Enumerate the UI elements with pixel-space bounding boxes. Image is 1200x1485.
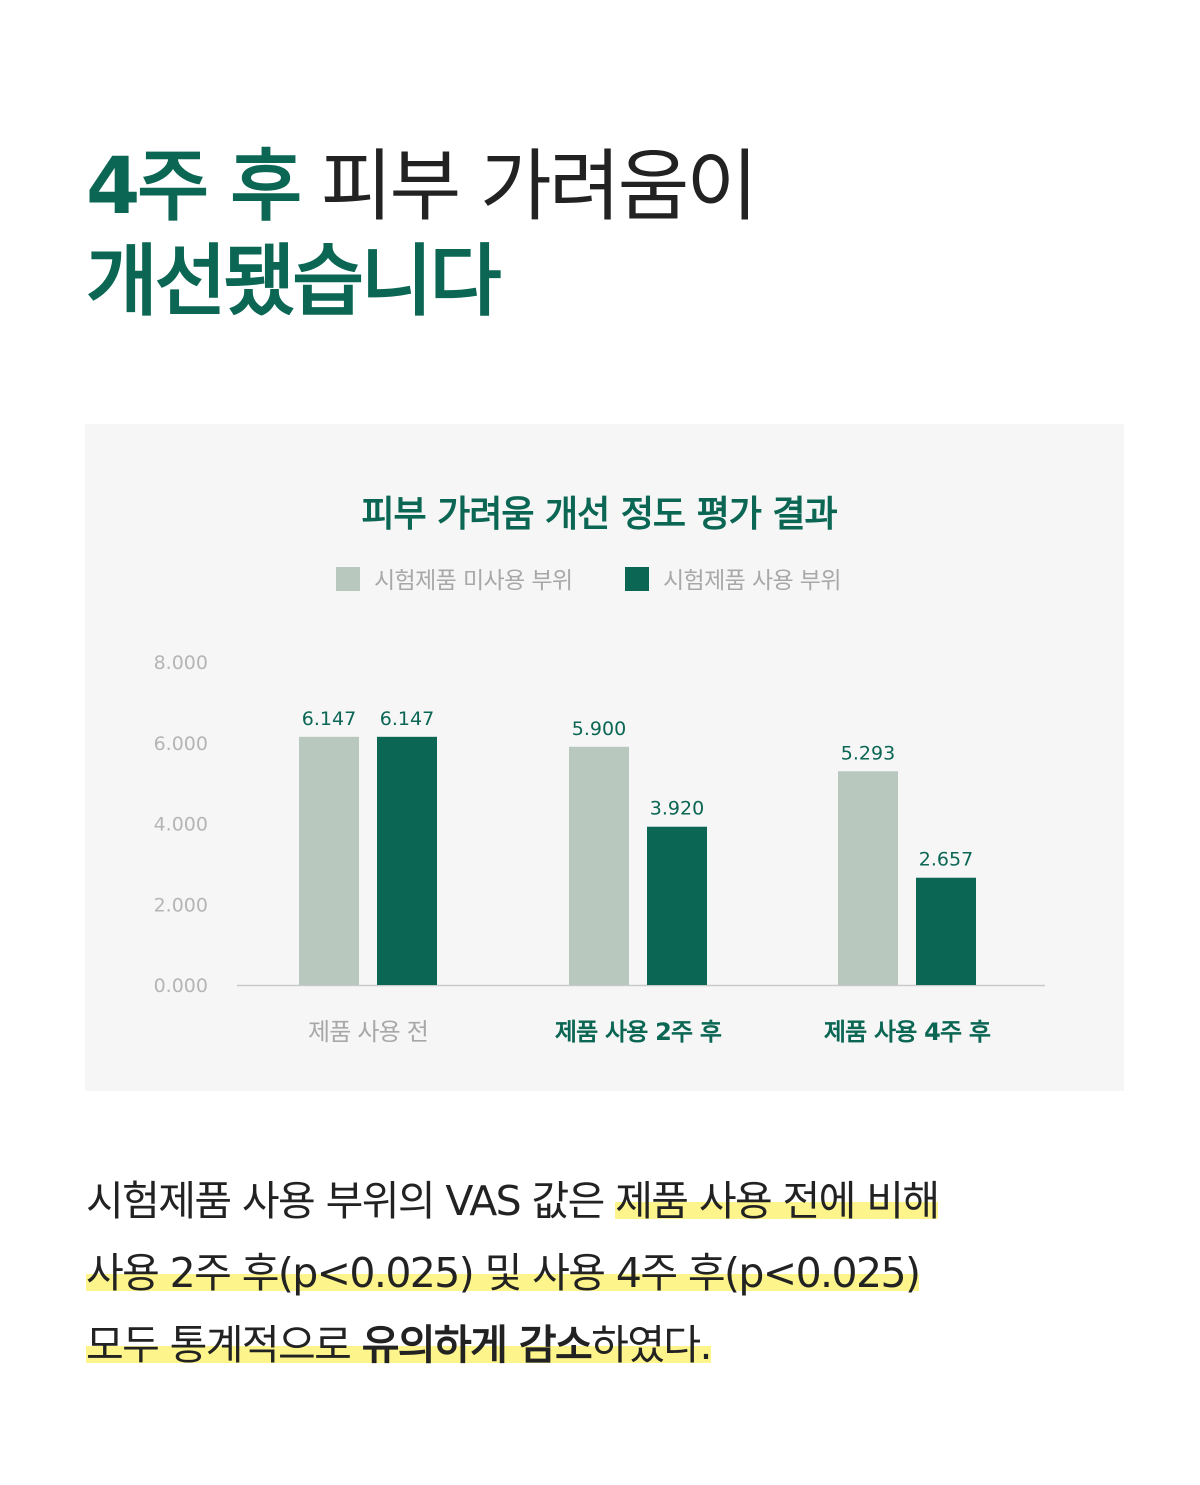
bar-1-2 — [569, 746, 629, 985]
data-label: 5.900 — [572, 718, 626, 740]
data-label: 5.293 — [841, 742, 895, 764]
x-category-label: 제품 사용 2주 후 — [555, 1018, 722, 1046]
headline: 4주 후 피부 가려움이 개선됐습니다 — [86, 140, 758, 330]
y-tick-label: 2.000 — [154, 894, 208, 916]
data-label: 6.147 — [302, 708, 356, 730]
headline-rest: 피부 가려움이 — [298, 142, 758, 232]
headline-accent-improved: 개선됐습니다 — [86, 237, 502, 327]
bar-2-2 — [647, 826, 707, 985]
data-label: 6.147 — [380, 708, 434, 730]
legend-swatch-1 — [336, 567, 360, 591]
bar-2-1 — [377, 736, 437, 985]
chart-title: 피부 가려움 개선 정도 평가 결과 — [361, 494, 837, 535]
data-label: 2.657 — [919, 849, 973, 871]
y-tick-label: 6.000 — [154, 733, 208, 755]
summary-segment-4: 모두 통계적으로 — [86, 1321, 362, 1369]
summary-highlight-2: 사용 2주 후(p<0.025) 및 사용 4주 후(p<0.025) — [86, 1249, 921, 1297]
bar-1-3 — [838, 771, 898, 985]
legend-label-1: 시험제품 미사용 부위 — [374, 568, 572, 594]
y-tick-label: 0.000 — [154, 975, 208, 997]
bar-1-1 — [299, 736, 359, 985]
legend-label-2: 시험제품 사용 부위 — [663, 568, 841, 594]
summary-highlight-1: 제품 사용 전에 비해 — [615, 1177, 940, 1225]
x-category-label: 제품 사용 전 — [308, 1018, 428, 1046]
y-tick-label: 4.000 — [154, 814, 208, 836]
summary-segment-6: 하였다. — [591, 1321, 712, 1369]
summary-segment-1: 시험제품 사용 부위의 VAS 값은 — [86, 1177, 616, 1225]
bar-2-3 — [916, 877, 976, 985]
summary-emphasis: 유의하게 감소 — [361, 1321, 593, 1369]
headline-accent-weeks: 4주 후 — [86, 142, 302, 232]
summary-paragraph: 시험제품 사용 부위의 VAS 값은 제품 사용 전에 비해 사용 2주 후(p… — [86, 1165, 1146, 1381]
summary-highlight-3: 모두 통계적으로 유의하게 감소하였다. — [86, 1321, 713, 1369]
y-tick-label: 8.000 — [154, 652, 208, 674]
x-category-label: 제품 사용 4주 후 — [824, 1018, 991, 1046]
legend-swatch-2 — [625, 567, 649, 591]
data-label: 3.920 — [650, 798, 704, 820]
